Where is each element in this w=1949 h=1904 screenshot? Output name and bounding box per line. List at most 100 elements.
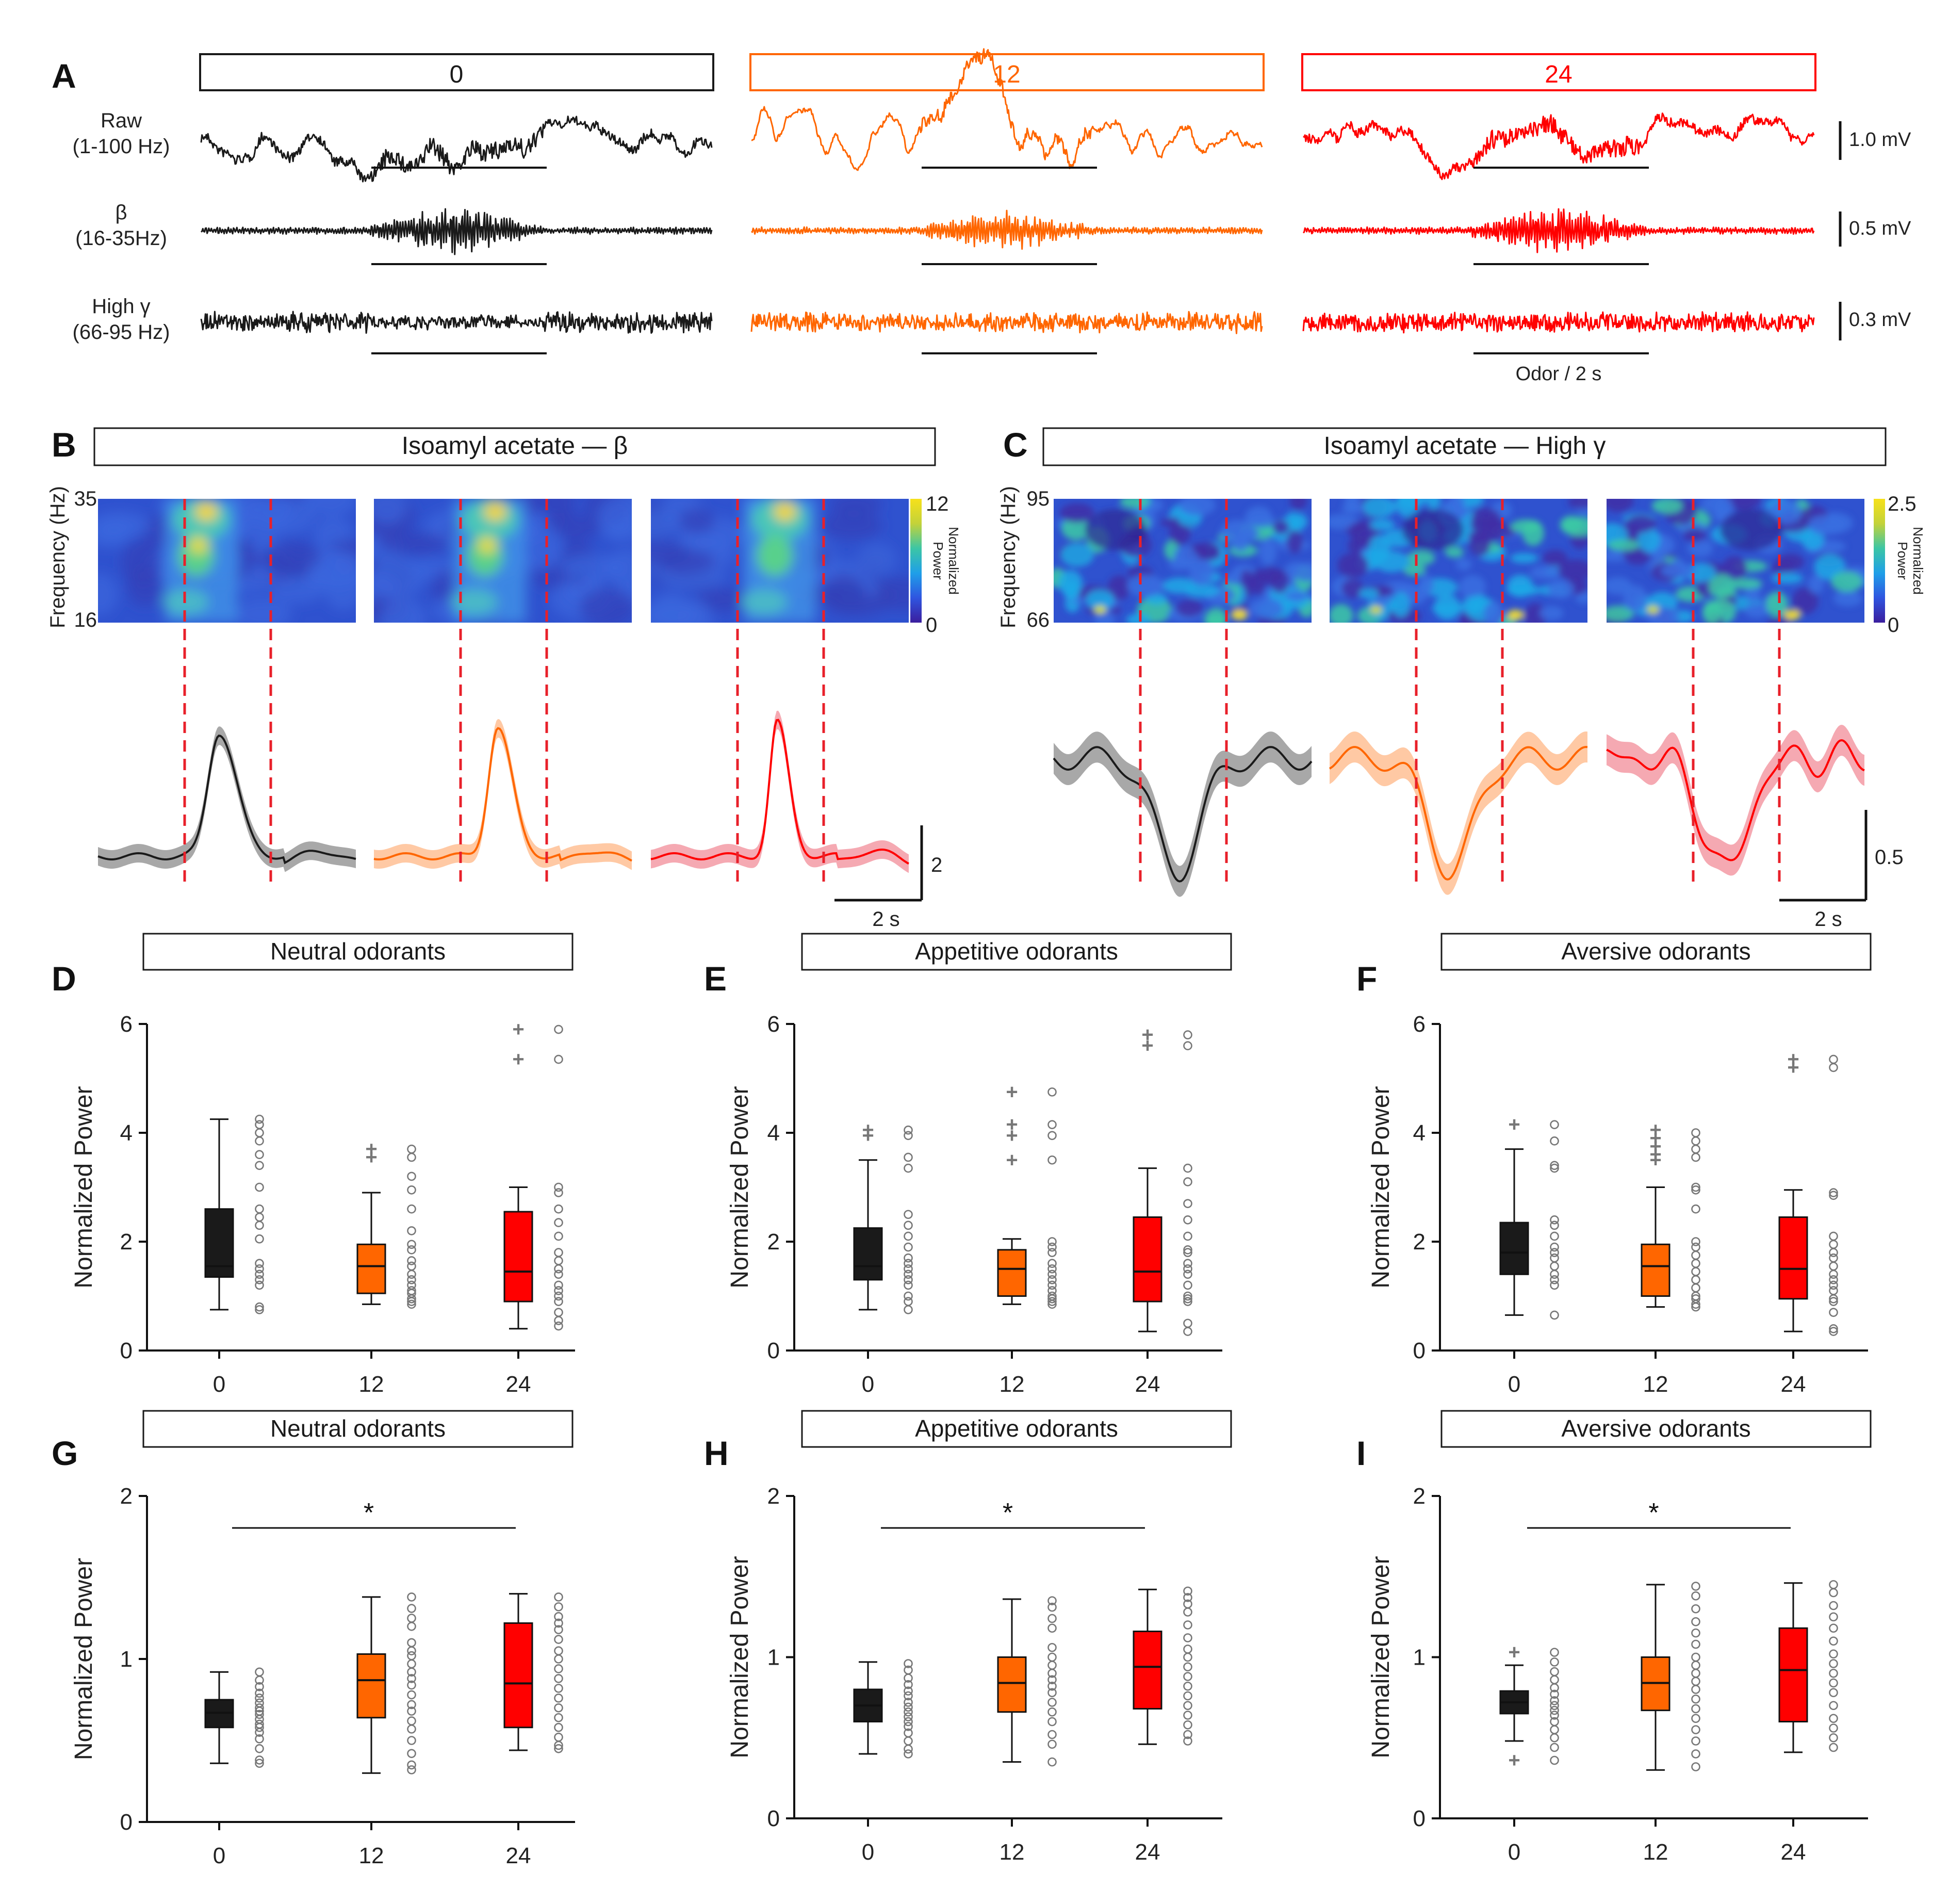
data-point (904, 1680, 913, 1689)
box-24: ++ (1778, 1048, 1838, 1336)
box-24: ++ (1133, 1023, 1192, 1336)
data-point (1550, 1242, 1559, 1252)
data-point (255, 1150, 264, 1159)
lfp-trace-12-row-0 (751, 48, 1263, 171)
data-point (1691, 1668, 1700, 1678)
x-tick-label: 12 (1000, 1840, 1025, 1865)
data-point (1183, 1593, 1192, 1602)
data-point (554, 1744, 563, 1753)
data-point (1829, 1280, 1838, 1290)
data-point (904, 1270, 913, 1279)
data-point (1691, 1639, 1700, 1649)
data-point (255, 1302, 264, 1312)
x-tick-label: 24 (506, 1372, 531, 1397)
box-0: ++ (853, 1119, 913, 1314)
box-24 (503, 1592, 563, 1753)
data-point (1691, 1250, 1700, 1260)
data-point (1550, 1711, 1559, 1720)
data-point (1691, 1704, 1700, 1714)
outlier-marker: + (1006, 1149, 1018, 1171)
x-tick-label: 24 (1781, 1372, 1806, 1397)
data-point (255, 1675, 264, 1685)
data-point (1691, 1661, 1700, 1670)
y-tick-label: 6 (1413, 1012, 1426, 1037)
data-point (1829, 1636, 1838, 1646)
data-point (1829, 1294, 1838, 1304)
power-sem-band-24 (1607, 725, 1864, 876)
data-point (1183, 1231, 1192, 1241)
outlier-marker: + (1649, 1119, 1661, 1142)
data-point (1550, 1120, 1559, 1129)
data-point (904, 1686, 913, 1696)
data-point (554, 1286, 563, 1295)
data-point (407, 1760, 416, 1770)
data-point (1691, 1749, 1700, 1759)
data-point (407, 1690, 416, 1700)
x-tick-label: 12 (1643, 1840, 1668, 1865)
power-mean-trace-0 (97, 734, 356, 865)
box-0: + (1499, 1113, 1559, 1320)
data-point (255, 1305, 264, 1314)
panel-b-ymin: 16 (74, 609, 97, 631)
data-point (1550, 1667, 1559, 1677)
data-point (1047, 1248, 1057, 1257)
data-point (904, 1264, 913, 1274)
data-point (1183, 1633, 1192, 1642)
data-point (407, 1700, 416, 1710)
y-tick-label: 6 (120, 1012, 133, 1037)
box-12: ++ (356, 1138, 416, 1309)
boxplot-title: Neutral odorants (270, 938, 446, 965)
data-point (1047, 1275, 1057, 1284)
x-tick-label: 12 (359, 1372, 384, 1397)
data-point (904, 1707, 913, 1717)
outlier-marker: + (512, 1048, 524, 1071)
data-point (255, 1755, 264, 1765)
data-point (554, 1291, 563, 1301)
x-tick-label: 24 (506, 1843, 531, 1868)
data-point (1047, 1739, 1057, 1749)
panel-a-column-box-24 (1301, 53, 1816, 91)
spectrogram-24 (1607, 499, 1864, 623)
scale-label-raw: 1.0 mV (1849, 129, 1911, 151)
power-mean-trace-24 (650, 719, 909, 865)
box-iqr (1133, 1216, 1162, 1303)
outlier-marker: + (512, 1018, 524, 1041)
data-point (1183, 1645, 1192, 1654)
y-axis-label: Normalized Power (1367, 1086, 1395, 1288)
data-point (904, 1712, 913, 1721)
data-point (407, 1275, 416, 1284)
power-mean-trace-0 (1053, 746, 1313, 883)
data-point (554, 1592, 563, 1602)
boxplot-title-box (142, 1410, 574, 1448)
data-point (407, 1592, 416, 1602)
y-axis-label: Normalized Power (70, 1086, 97, 1288)
boxplot-title-box (801, 1410, 1232, 1448)
data-point (1183, 1248, 1192, 1257)
box-24: ++ (503, 1018, 563, 1331)
data-point (904, 1749, 913, 1759)
data-point (1183, 1215, 1192, 1225)
data-point (904, 1702, 913, 1712)
data-point (554, 1625, 563, 1634)
data-point (1550, 1683, 1559, 1693)
colorbar-gamma (1874, 499, 1885, 623)
y-tick-label: 1 (120, 1647, 133, 1672)
y-tick-label: 2 (767, 1229, 780, 1255)
data-point (1691, 1685, 1700, 1694)
data-point (1183, 1736, 1192, 1746)
box-12 (997, 1596, 1057, 1767)
power-mean-trace-12 (1329, 745, 1588, 881)
data-point (1829, 1297, 1838, 1306)
data-point (554, 1024, 563, 1034)
lfp-trace-0-row-0 (200, 116, 713, 183)
data-point (1829, 1588, 1838, 1598)
data-point (554, 1612, 563, 1621)
data-point (1183, 1620, 1192, 1630)
panel-c-title: Isoamyl acetate — High γ (1324, 432, 1606, 460)
data-point (1829, 1054, 1838, 1064)
spectrogram-0 (98, 499, 356, 623)
panel-b-title-box (93, 427, 936, 466)
spectrogram-12 (374, 499, 632, 623)
data-point (1183, 1672, 1192, 1681)
